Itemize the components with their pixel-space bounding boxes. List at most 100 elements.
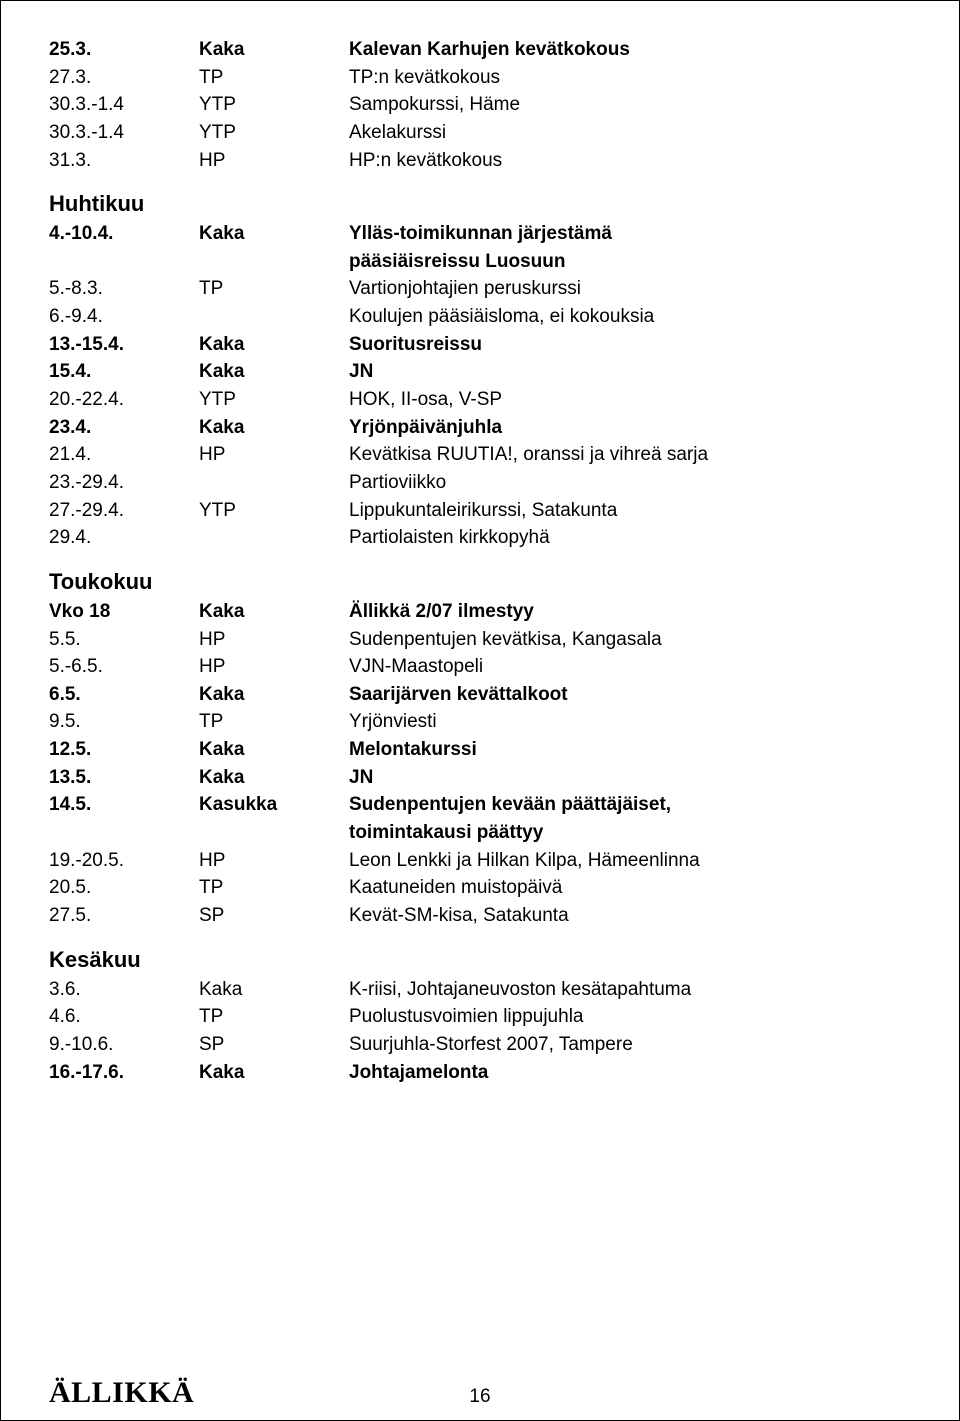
event-desc: pääsiäisreissu Luosuun xyxy=(349,249,911,275)
event-desc: JN xyxy=(349,359,911,385)
event-row: toimintakausi päättyy xyxy=(49,820,911,846)
event-desc: Kalevan Karhujen kevätkokous xyxy=(349,37,911,63)
event-date: 9.-10.6. xyxy=(49,1032,199,1058)
event-org: TP xyxy=(199,276,349,302)
event-desc: Yrjönviesti xyxy=(349,709,911,735)
event-row: 4.-10.4.KakaYlläs-toimikunnan järjestämä xyxy=(49,221,911,247)
event-date: 25.3. xyxy=(49,37,199,63)
event-org: SP xyxy=(199,1032,349,1058)
event-date: 30.3.-1.4 xyxy=(49,92,199,118)
event-org: Kaka xyxy=(199,332,349,358)
event-org: Kaka xyxy=(199,599,349,625)
event-row: 27.3.TPTP:n kevätkokous xyxy=(49,65,911,91)
event-date: 23.-29.4. xyxy=(49,470,199,496)
event-row: 16.-17.6.KakaJohtajamelonta xyxy=(49,1060,911,1086)
event-date: 15.4. xyxy=(49,359,199,385)
event-desc: Sudenpentujen kevätkisa, Kangasala xyxy=(349,627,911,653)
event-org: Kasukka xyxy=(199,792,349,818)
event-date: 14.5. xyxy=(49,792,199,818)
event-row: 9.5.TPYrjönviesti xyxy=(49,709,911,735)
event-date: Vko 18 xyxy=(49,599,199,625)
event-desc: Kevätkisa RUUTIA!, oranssi ja vihreä sar… xyxy=(349,442,911,468)
event-date: 4.-10.4. xyxy=(49,221,199,247)
event-org: Kaka xyxy=(199,765,349,791)
event-row: 27.-29.4.YTPLippukuntaleirikurssi, Satak… xyxy=(49,498,911,524)
event-org: TP xyxy=(199,65,349,91)
event-date: 13.-15.4. xyxy=(49,332,199,358)
month-heading: Toukokuu xyxy=(49,569,911,595)
event-org: YTP xyxy=(199,120,349,146)
event-row: 19.-20.5.HPLeon Lenkki ja Hilkan Kilpa, … xyxy=(49,848,911,874)
event-date: 30.3.-1.4 xyxy=(49,120,199,146)
event-org: HP xyxy=(199,627,349,653)
event-desc: Puolustusvoimien lippujuhla xyxy=(349,1004,911,1030)
page-footer: ÄLLIKKÄ 16 xyxy=(49,1376,911,1410)
event-desc: Lippukuntaleirikurssi, Satakunta xyxy=(349,498,911,524)
event-desc: Ällikkä 2/07 ilmestyy xyxy=(349,599,911,625)
event-desc: Melontakurssi xyxy=(349,737,911,763)
event-row: 23.-29.4. Partioviikko xyxy=(49,470,911,496)
event-org: HP xyxy=(199,148,349,174)
calendar-listing: 25.3.KakaKalevan Karhujen kevätkokous27.… xyxy=(49,37,911,1085)
event-desc: Kevät-SM-kisa, Satakunta xyxy=(349,903,911,929)
event-org: HP xyxy=(199,848,349,874)
event-org: Kaka xyxy=(199,682,349,708)
event-desc: Saarijärven kevättalkoot xyxy=(349,682,911,708)
event-desc: Yrjönpäivänjuhla xyxy=(349,415,911,441)
event-date: 27.5. xyxy=(49,903,199,929)
event-row: 9.-10.6.SPSuurjuhla-Storfest 2007, Tampe… xyxy=(49,1032,911,1058)
event-desc: Ylläs-toimikunnan järjestämä xyxy=(349,221,911,247)
event-date: 6.5. xyxy=(49,682,199,708)
event-date: 9.5. xyxy=(49,709,199,735)
event-org: HP xyxy=(199,654,349,680)
event-org: Kaka xyxy=(199,737,349,763)
event-org: HP xyxy=(199,442,349,468)
event-row: 3.6.KakaK-riisi, Johtajaneuvoston kesäta… xyxy=(49,977,911,1003)
event-row: 14.5.KasukkaSudenpentujen kevään päättäj… xyxy=(49,792,911,818)
event-row: 21.4.HPKevätkisa RUUTIA!, oranssi ja vih… xyxy=(49,442,911,468)
event-date: 21.4. xyxy=(49,442,199,468)
event-desc: Leon Lenkki ja Hilkan Kilpa, Hämeenlinna xyxy=(349,848,911,874)
event-row: 30.3.-1.4YTPSampokurssi, Häme xyxy=(49,92,911,118)
event-desc: Suurjuhla-Storfest 2007, Tampere xyxy=(349,1032,911,1058)
event-date: 31.3. xyxy=(49,148,199,174)
event-row: 25.3.KakaKalevan Karhujen kevätkokous xyxy=(49,37,911,63)
magazine-logo: ÄLLIKKÄ xyxy=(49,1376,194,1410)
event-row: 27.5.SPKevät-SM-kisa, Satakunta xyxy=(49,903,911,929)
event-date: 20.5. xyxy=(49,875,199,901)
event-org: Kaka xyxy=(199,37,349,63)
event-row: 30.3.-1.4YTPAkelakurssi xyxy=(49,120,911,146)
event-date: 6.-9.4. xyxy=(49,304,199,330)
event-desc: TP:n kevätkokous xyxy=(349,65,911,91)
event-row: 31.3.HPHP:n kevätkokous xyxy=(49,148,911,174)
event-desc: JN xyxy=(349,765,911,791)
event-org: Kaka xyxy=(199,359,349,385)
event-org: YTP xyxy=(199,92,349,118)
event-date: 5.-6.5. xyxy=(49,654,199,680)
event-org: Kaka xyxy=(199,1060,349,1086)
event-desc: Johtajamelonta xyxy=(349,1060,911,1086)
event-org: Kaka xyxy=(199,415,349,441)
event-date: 13.5. xyxy=(49,765,199,791)
event-date: 12.5. xyxy=(49,737,199,763)
event-desc: HP:n kevätkokous xyxy=(349,148,911,174)
page-number: 16 xyxy=(469,1386,490,1408)
event-row: 13.-15.4.KakaSuoritusreissu xyxy=(49,332,911,358)
event-desc: Akelakurssi xyxy=(349,120,911,146)
event-desc: Koulujen pääsiäisloma, ei kokouksia xyxy=(349,304,911,330)
event-desc: Suoritusreissu xyxy=(349,332,911,358)
event-date: 3.6. xyxy=(49,977,199,1003)
event-date: 16.-17.6. xyxy=(49,1060,199,1086)
event-row: 29.4.Partiolaisten kirkkopyhä xyxy=(49,525,911,551)
event-date: 27.3. xyxy=(49,65,199,91)
event-row: 5.-6.5.HPVJN-Maastopeli xyxy=(49,654,911,680)
event-row: 4.6.TPPuolustusvoimien lippujuhla xyxy=(49,1004,911,1030)
event-org: Kaka xyxy=(199,221,349,247)
event-date: 27.-29.4. xyxy=(49,498,199,524)
event-desc: Partioviikko xyxy=(349,470,911,496)
event-date: 4.6. xyxy=(49,1004,199,1030)
event-org: TP xyxy=(199,709,349,735)
event-desc: Vartionjohtajien peruskurssi xyxy=(349,276,911,302)
month-heading: Kesäkuu xyxy=(49,947,911,973)
event-row: pääsiäisreissu Luosuun xyxy=(49,249,911,275)
